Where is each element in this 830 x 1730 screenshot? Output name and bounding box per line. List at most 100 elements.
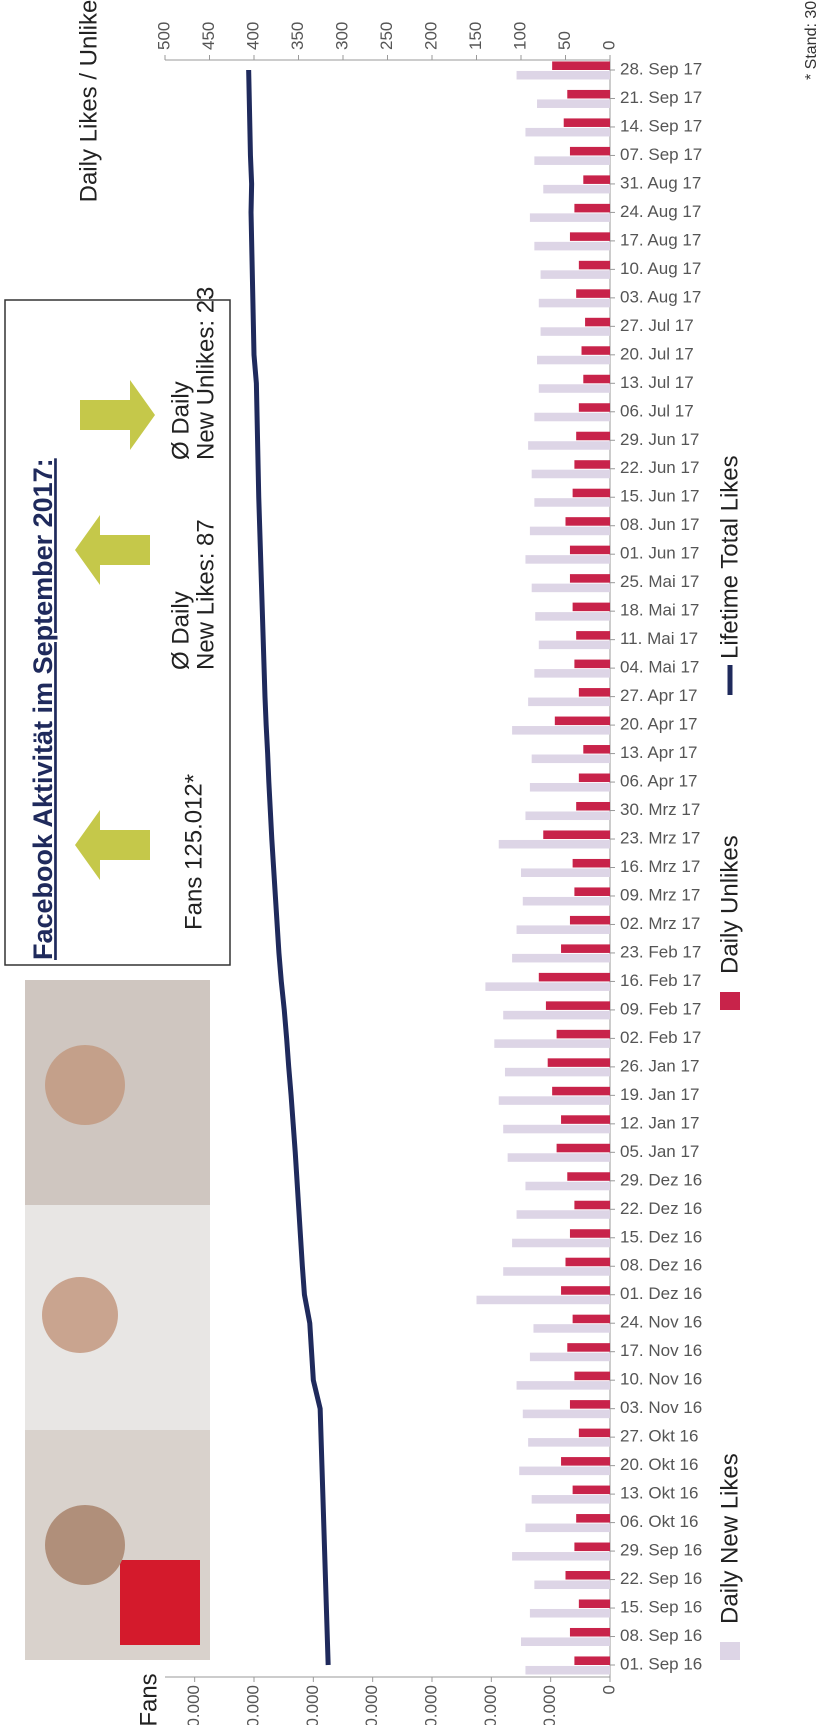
bar [572,1485,610,1495]
bar [578,1599,610,1609]
bar [572,858,610,868]
bar [534,412,610,422]
fans-stat: Fans 125.012* [180,774,207,930]
legend-label: Daily New Likes [716,1453,743,1624]
x-tick-label: 08. Jun 17 [620,515,699,534]
bar [572,602,610,612]
bar [538,384,610,393]
x-tick-label: 12. Jan 17 [620,1113,699,1132]
x-tick-label: 22. Dez 16 [620,1199,702,1218]
bar [531,754,610,764]
x-tick-label: 01. Sep 16 [620,1654,702,1673]
x-tick-label: 01. Dez 16 [620,1284,702,1303]
y2-tick-label: 300 [332,22,351,50]
x-tick-label: 03. Nov 16 [620,1398,702,1417]
x-tick-label: 02. Feb 17 [620,1028,701,1047]
bar [534,1580,610,1590]
bar [540,327,611,336]
bar [569,1229,611,1238]
bar [561,1457,610,1466]
y-tick-label: 80.000 [362,1685,381,1725]
bar [583,374,610,384]
y2-axis-title: Daily Likes / Unlikes [75,0,102,202]
bar [578,773,610,783]
bar [565,1571,610,1580]
x-tick-label: 31. Aug 17 [620,173,701,192]
x-tick-label: 15. Dez 16 [620,1227,702,1246]
y-tick-label: 140.000 [184,1685,203,1725]
bar [498,839,610,849]
bar [498,1096,610,1105]
bar [529,1608,611,1618]
x-tick-label: 03. Aug 17 [620,287,701,306]
bar [529,1352,611,1362]
bar [574,1656,611,1665]
bar [531,469,610,479]
x-tick-label: 02. Mrz 17 [620,914,700,933]
x-tick-label: 11. Mai 17 [620,629,698,648]
bar [525,1665,611,1675]
x-tick-label: 08. Dez 16 [620,1256,702,1275]
x-tick-label: 24. Nov 16 [620,1313,702,1332]
bar [516,70,610,80]
bar [522,1409,611,1419]
bar [476,1295,610,1305]
bar [567,1172,611,1181]
bar [581,346,611,355]
bar [556,1029,610,1039]
x-tick-label: 09. Mrz 17 [620,885,700,904]
y-tick-label: 20.000 [540,1685,559,1725]
bar [531,583,610,593]
bar [525,811,611,821]
bar [574,1371,611,1381]
bar [565,517,610,526]
x-tick-label: 29. Jun 17 [620,430,699,449]
x-tick-label: 30. Mrz 17 [620,800,700,819]
likes-stat-head: Ø Daily [167,591,194,670]
bar [569,1627,611,1637]
bar [533,1324,611,1333]
y-axis-title: Fans [135,1673,162,1725]
bar [561,1115,610,1124]
x-tick-label: 13. Apr 17 [620,743,698,762]
bar [569,146,611,156]
x-tick-label: 16. Mrz 17 [620,857,700,876]
bar [525,1523,611,1533]
bar [567,1343,611,1352]
arrow-up [75,810,150,880]
bar [552,1086,611,1096]
y-tick-label: 0 [599,1685,618,1694]
likes-stat: New Likes: 87 [192,519,219,670]
legend-label: Lifetime Total Likes [716,455,743,659]
bar [534,241,610,251]
bar [534,156,610,165]
photo-face [45,1505,125,1585]
x-tick-label: 10. Aug 17 [620,259,701,278]
x-tick-label: 22. Sep 16 [620,1569,702,1588]
legend-swatch [720,1642,740,1660]
bar [578,688,610,697]
bar [525,1181,611,1191]
arrows [75,380,155,880]
bar [521,1637,610,1647]
y2-tick-label: 150 [466,22,485,50]
summary-box [4,299,231,966]
x-tick-label: 27. Apr 17 [620,686,698,705]
bar [503,1124,611,1134]
bar [576,289,610,298]
bar [578,1428,610,1438]
x-tick-label: 09. Feb 17 [620,999,701,1018]
y-tick-label: 60.000 [421,1685,440,1725]
bar [516,1210,610,1219]
y2-tick-label: 200 [421,22,440,50]
photo-face [45,1045,125,1125]
bar [583,175,610,184]
x-tick-label: 16. Feb 17 [620,971,701,990]
bar [503,1010,611,1020]
bar [534,498,610,507]
x-tick-label: 27. Jul 17 [620,316,694,335]
y-tick-label: 40.000 [481,1685,500,1725]
bar [572,488,610,498]
bar [563,118,610,127]
